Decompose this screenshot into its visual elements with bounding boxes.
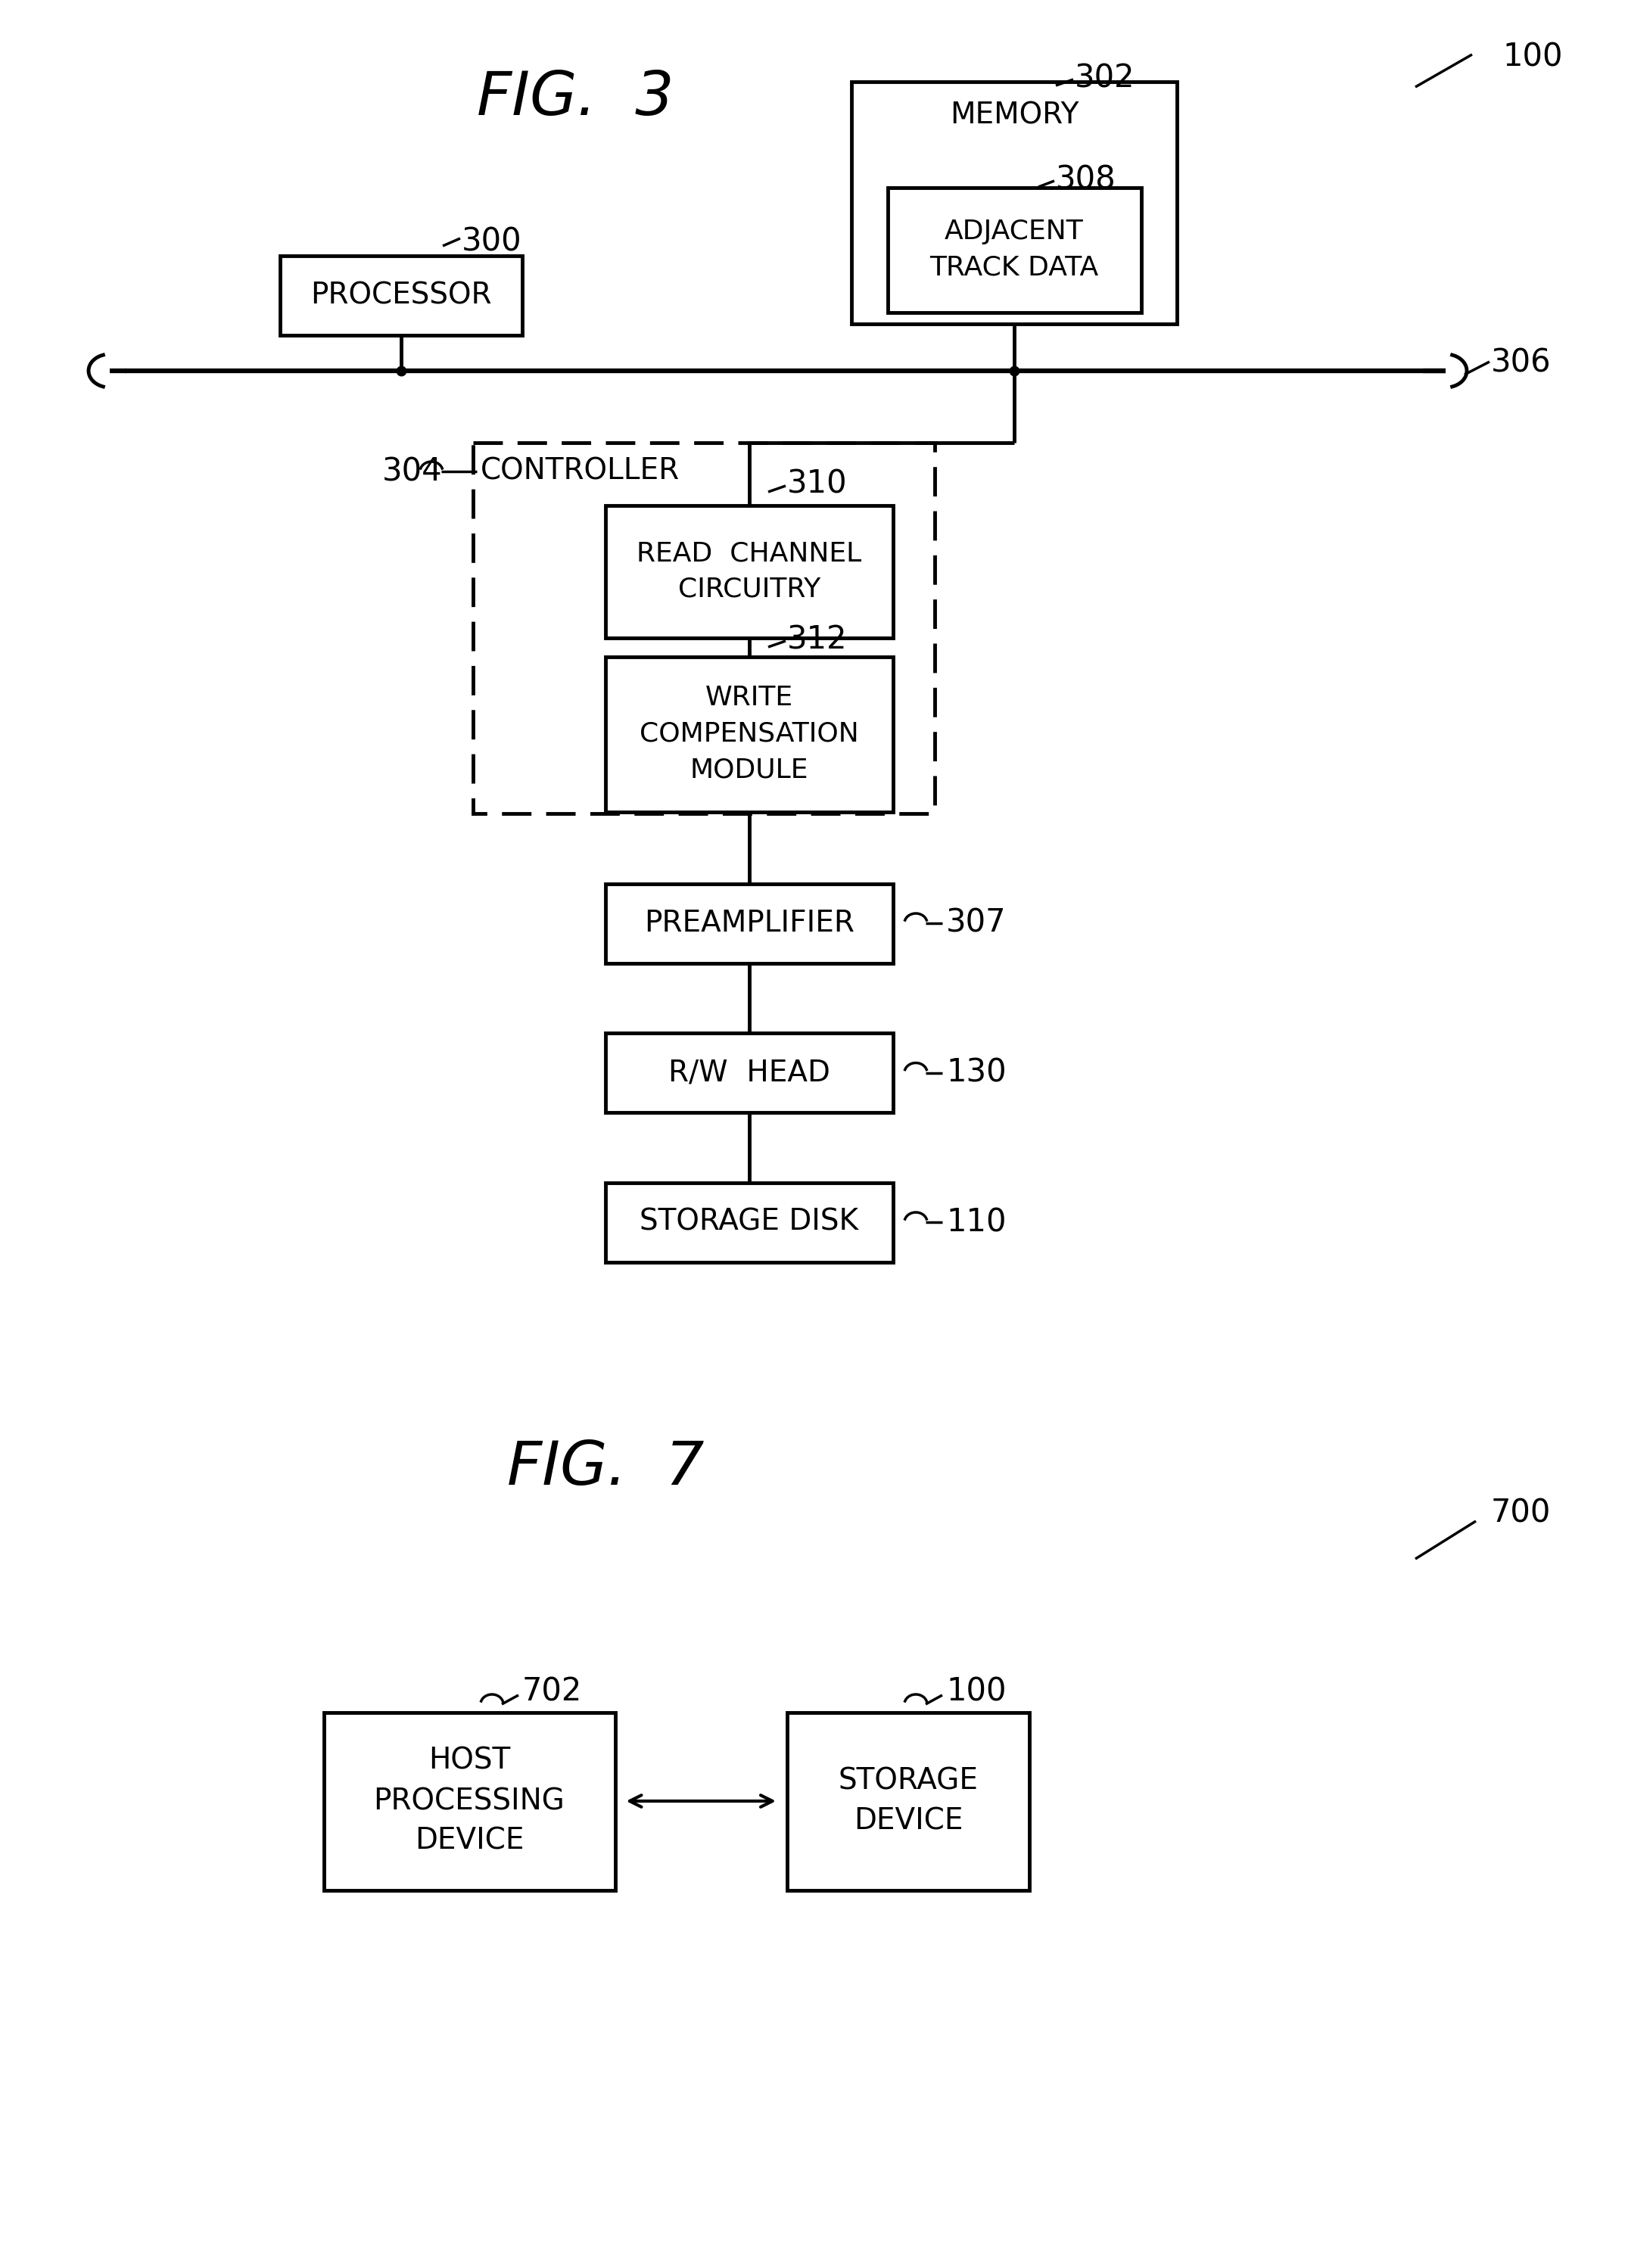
Text: STORAGE
DEVICE: STORAGE DEVICE [838, 1767, 978, 1835]
Text: 312: 312 [786, 624, 847, 655]
Text: FIG.  3: FIG. 3 [477, 68, 674, 127]
Bar [887, 188, 1141, 313]
Text: 130: 130 [946, 1057, 1006, 1089]
Text: 304: 304 [383, 456, 443, 488]
Bar [280, 256, 523, 336]
Bar [851, 82, 1177, 324]
Text: 110: 110 [946, 1207, 1006, 1238]
Bar [324, 1712, 615, 1889]
Bar [474, 442, 934, 814]
Bar [606, 1032, 894, 1111]
Text: HOST
PROCESSING
DEVICE: HOST PROCESSING DEVICE [373, 1746, 565, 1855]
Text: READ  CHANNEL
CIRCUITRY: READ CHANNEL CIRCUITRY [637, 540, 861, 603]
Text: 308: 308 [1057, 163, 1117, 195]
Text: MEMORY: MEMORY [949, 102, 1079, 129]
Text: 306: 306 [1491, 347, 1551, 379]
Text: CONTROLLER: CONTROLLER [480, 458, 681, 485]
Text: 702: 702 [523, 1676, 583, 1708]
Text: 100: 100 [1503, 41, 1563, 73]
Text: 100: 100 [946, 1676, 1006, 1708]
Text: 302: 302 [1074, 61, 1135, 93]
Text: R/W  HEAD: R/W HEAD [669, 1059, 830, 1086]
Bar [606, 655, 894, 812]
Text: PROCESSOR: PROCESSOR [311, 281, 492, 308]
Bar [606, 506, 894, 637]
Text: STORAGE DISK: STORAGE DISK [640, 1209, 858, 1236]
Text: 700: 700 [1491, 1497, 1551, 1529]
Text: ADJACENT
TRACK DATA: ADJACENT TRACK DATA [930, 220, 1099, 281]
Text: 300: 300 [462, 227, 523, 259]
Bar [606, 885, 894, 964]
Text: PREAMPLIFIER: PREAMPLIFIER [645, 909, 855, 937]
Bar [786, 1712, 1029, 1889]
Text: 307: 307 [946, 907, 1006, 939]
Text: FIG.  7: FIG. 7 [506, 1438, 703, 1497]
Text: WRITE
COMPENSATION
MODULE: WRITE COMPENSATION MODULE [640, 685, 860, 782]
Text: 310: 310 [786, 469, 848, 501]
Bar [606, 1182, 894, 1261]
